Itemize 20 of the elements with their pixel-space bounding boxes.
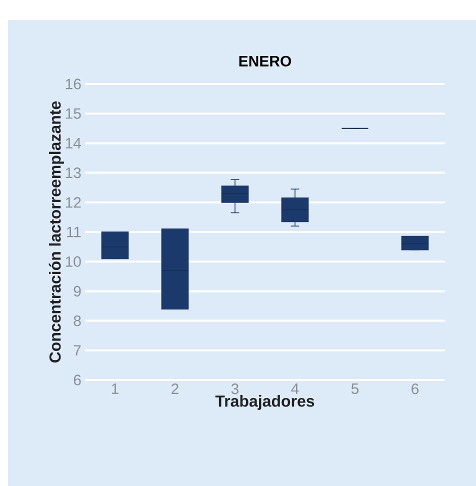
y-tick-label: 9 <box>74 286 81 296</box>
y-tick-label: 11 <box>67 226 81 238</box>
x-axis-title: Trabajadores <box>215 395 314 410</box>
y-axis-title: Concentración lactorreemplazante <box>48 101 64 362</box>
x-tick-label: 5 <box>351 384 359 394</box>
y-tick-label: 7 <box>74 345 81 356</box>
y-tick-label: 14 <box>66 138 82 148</box>
x-tick-label: 2 <box>172 384 178 394</box>
x-tick-label: 4 <box>291 384 299 394</box>
y-tick-label: 12 <box>66 197 81 208</box>
x-tick-label: 3 <box>231 384 239 394</box>
y-tick-label: 16 <box>66 78 81 90</box>
y-tick-label: 6 <box>74 374 81 386</box>
y-tick-label: 13 <box>66 167 81 178</box>
chart-title: ENERO <box>239 56 292 66</box>
y-tick-label: 8 <box>74 315 81 326</box>
x-tick-label: 6 <box>412 384 419 394</box>
x-tick-label: 1 <box>112 384 118 394</box>
y-tick-label: 15 <box>66 108 81 119</box>
y-tick-label: 10 <box>66 256 81 267</box>
